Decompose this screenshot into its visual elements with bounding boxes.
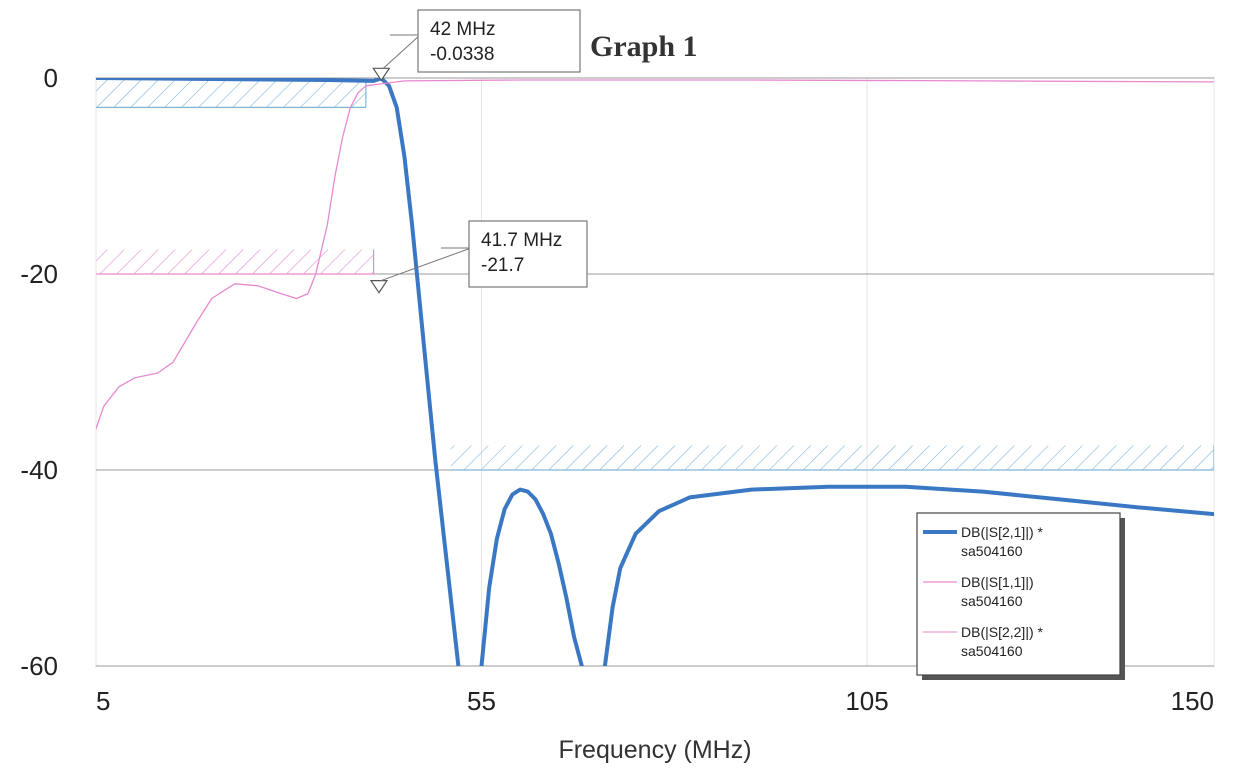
x-axis-label: Frequency (MHz) (558, 736, 751, 764)
series-line-1 (479, 487, 584, 666)
series-lines (96, 78, 1214, 666)
legend-entry: sa504160 (961, 643, 1023, 659)
x-tick-label: 5 (96, 686, 110, 716)
marker-box (417, 9, 581, 73)
y-tick-label: 0 (44, 63, 58, 93)
marker-label-freq: 41.7 MHz (481, 230, 562, 251)
series-line-1 (602, 484, 1214, 666)
y-tick-label: -60 (20, 651, 58, 681)
marker-label-freq: 42 MHz (430, 19, 495, 40)
y-tick-label: -20 (20, 259, 58, 289)
spec-hatch (96, 78, 366, 108)
series-line-2 (96, 79, 1214, 430)
marker-triangle (372, 67, 391, 82)
x-tick-label: 150 (1171, 686, 1214, 716)
chart-title: Graph 1 (590, 30, 698, 63)
spec-limits (96, 78, 1214, 471)
x-tick-labels: 5 55 105 150 (96, 686, 1214, 716)
marker-label-value: -0.0338 (430, 44, 494, 65)
legend-entry: DB(|S[2,1]|) * (961, 524, 1044, 540)
marker-label-value: -21.7 (481, 255, 524, 276)
x-tick-label: 55 (467, 686, 496, 716)
series-line-1 (96, 78, 461, 666)
marker-box (468, 220, 588, 288)
y-tick-label: -40 (20, 455, 58, 485)
legend-box (916, 512, 1121, 676)
spec-hatch (450, 445, 1214, 470)
legend-entry: DB(|S[2,2]|) * (961, 624, 1044, 640)
spec-hatch (96, 249, 374, 274)
legend-entry: DB(|S[1,1]|) (961, 574, 1034, 590)
markers: 42 MHz -0.0338 41.7 MHz -21.7 (369, 9, 588, 294)
y-tick-labels: 0 -20 -40 -60 (20, 63, 58, 681)
legend-entry: sa504160 (961, 593, 1023, 609)
legend: DB(|S[2,1]|) * sa504160 DB(|S[1,1]|) sa5041… (916, 512, 1125, 680)
x-tick-label: 105 (845, 686, 888, 716)
marker-triangle (369, 280, 389, 294)
marker-leader (382, 34, 422, 69)
legend-entry: sa504160 (961, 543, 1023, 559)
